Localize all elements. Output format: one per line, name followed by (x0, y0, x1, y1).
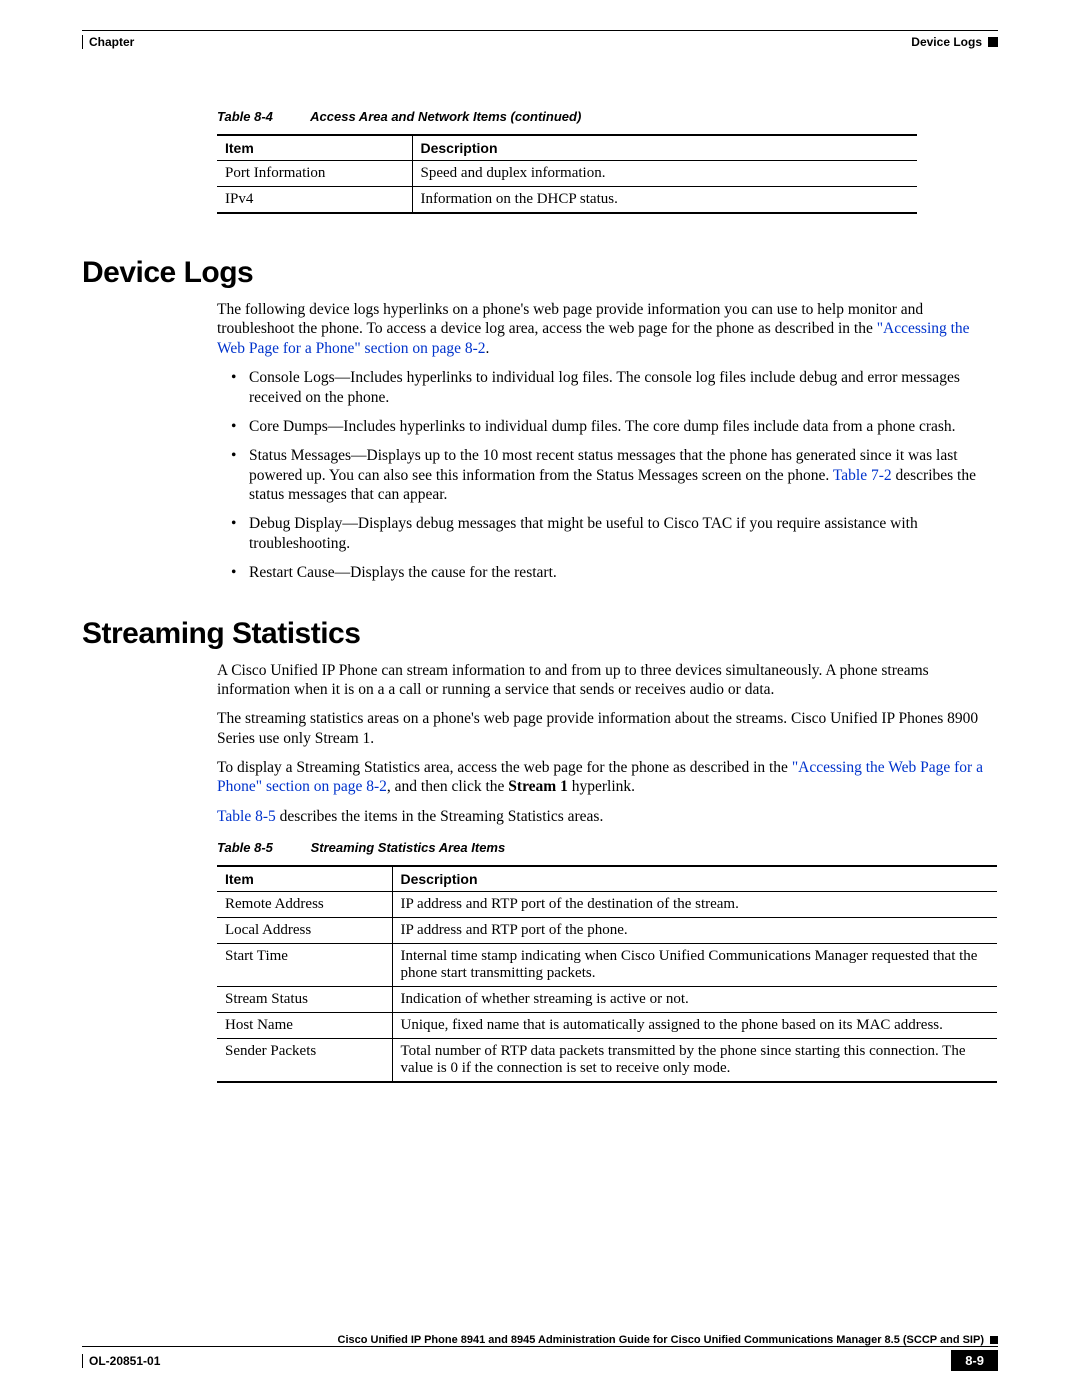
table-cell-item: Sender Packets (217, 1039, 392, 1083)
table-row: Remote Address IP address and RTP port o… (217, 892, 997, 918)
table-cell-item: Local Address (217, 918, 392, 944)
device-logs-bullets: Console Logs—Includes hyperlinks to indi… (217, 368, 998, 582)
footer: Cisco Unified IP Phone 8941 and 8945 Adm… (82, 1334, 998, 1371)
table-cell-desc: IP address and RTP port of the destinati… (392, 892, 997, 918)
footer-doc-title: Cisco Unified IP Phone 8941 and 8945 Adm… (338, 1334, 985, 1346)
table-8-4: Item Description Port Information Speed … (217, 134, 917, 214)
table-header-description: Description (392, 866, 997, 892)
table-cell-item: Stream Status (217, 987, 392, 1013)
table-row: Local Address IP address and RTP port of… (217, 918, 997, 944)
table-8-5-title: Streaming Statistics Area Items (311, 840, 506, 855)
footer-bottom-row: OL-20851-01 8-9 (82, 1350, 998, 1371)
table-cell-item: Port Information (217, 161, 412, 187)
footer-title-row: Cisco Unified IP Phone 8941 and 8945 Adm… (82, 1334, 998, 1346)
header-left: Chapter (82, 35, 134, 49)
table-cell-desc: Internal time stamp indicating when Cisc… (392, 944, 997, 987)
footer-square-icon (990, 1336, 998, 1344)
table-header-item: Item (217, 135, 412, 161)
table-8-4-number: Table 8-4 (217, 109, 307, 124)
table-cell-desc: Indication of whether streaming is activ… (392, 987, 997, 1013)
streaming-p3: To display a Streaming Statistics area, … (217, 758, 998, 797)
list-item: Restart Cause—Displays the cause for the… (235, 563, 998, 582)
footer-doc-id: OL-20851-01 (89, 1354, 160, 1368)
list-item: Core Dumps—Includes hyperlinks to indivi… (235, 417, 998, 436)
text: To display a Streaming Statistics area, … (217, 759, 792, 776)
table-row: Item Description (217, 866, 997, 892)
table-row: Item Description (217, 135, 917, 161)
text: The following device logs hyperlinks on … (217, 301, 923, 337)
footer-rule (82, 1346, 998, 1347)
table-row: Host Name Unique, fixed name that is aut… (217, 1013, 997, 1039)
text: , and then click the (387, 778, 508, 795)
bold-stream-1: Stream 1 (508, 778, 568, 795)
table-header-description: Description (412, 135, 917, 161)
streaming-p1: A Cisco Unified IP Phone can stream info… (217, 661, 998, 700)
table-8-4-title: Access Area and Network Items (continued… (310, 109, 581, 124)
device-logs-intro: The following device logs hyperlinks on … (217, 300, 998, 358)
device-logs-body: The following device logs hyperlinks on … (217, 300, 998, 583)
table-cell-desc: Total number of RTP data packets transmi… (392, 1039, 997, 1083)
content-body: Table 8-4 Access Area and Network Items … (217, 109, 998, 214)
table-cell-desc: Speed and duplex information. (412, 161, 917, 187)
text: hyperlink. (568, 778, 635, 795)
table-cell-item: Remote Address (217, 892, 392, 918)
header-rule (82, 30, 998, 31)
page-root: Chapter Device Logs Table 8-4 Access Are… (0, 0, 1080, 1397)
table-8-4-caption: Table 8-4 Access Area and Network Items … (217, 109, 998, 124)
streaming-p4: Table 8-5 describes the items in the Str… (217, 807, 998, 826)
list-item: Console Logs—Includes hyperlinks to indi… (235, 368, 998, 407)
table-row: Start Time Internal time stamp indicatin… (217, 944, 997, 987)
running-header: Chapter Device Logs (82, 35, 998, 49)
heading-streaming-statistics: Streaming Statistics (82, 617, 998, 651)
streaming-stats-body: A Cisco Unified IP Phone can stream info… (217, 661, 998, 1084)
header-left-bar-icon (82, 35, 83, 49)
table-row: Sender Packets Total number of RTP data … (217, 1039, 997, 1083)
table-cell-item: Host Name (217, 1013, 392, 1039)
table-cell-desc: Unique, fixed name that is automatically… (392, 1013, 997, 1039)
table-header-item: Item (217, 866, 392, 892)
text: . (486, 340, 490, 357)
list-item: Status Messages—Displays up to the 10 mo… (235, 446, 998, 504)
table-row: Port Information Speed and duplex inform… (217, 161, 917, 187)
table-row: IPv4 Information on the DHCP status. (217, 187, 917, 214)
table-cell-desc: IP address and RTP port of the phone. (392, 918, 997, 944)
table-cell-item: Start Time (217, 944, 392, 987)
footer-bar-icon (82, 1354, 83, 1368)
table-cell-item: IPv4 (217, 187, 412, 214)
table-8-5-number: Table 8-5 (217, 840, 307, 855)
table-row: Stream Status Indication of whether stre… (217, 987, 997, 1013)
table-8-5: Item Description Remote Address IP addre… (217, 865, 997, 1083)
link-table-8-5[interactable]: Table 8-5 (217, 808, 276, 825)
header-chapter-label: Chapter (89, 35, 134, 49)
page-number: 8-9 (951, 1350, 998, 1371)
heading-device-logs: Device Logs (82, 256, 998, 290)
header-right: Device Logs (911, 35, 998, 49)
streaming-p2: The streaming statistics areas on a phon… (217, 709, 998, 748)
table-8-5-caption: Table 8-5 Streaming Statistics Area Item… (217, 840, 998, 855)
header-section-label: Device Logs (911, 35, 982, 49)
header-square-icon (988, 37, 998, 47)
list-item: Debug Display—Displays debug messages th… (235, 514, 998, 553)
footer-left: OL-20851-01 (82, 1354, 160, 1368)
link-table-7-2[interactable]: Table 7-2 (833, 467, 892, 484)
table-cell-desc: Information on the DHCP status. (412, 187, 917, 214)
text: describes the items in the Streaming Sta… (276, 808, 604, 825)
